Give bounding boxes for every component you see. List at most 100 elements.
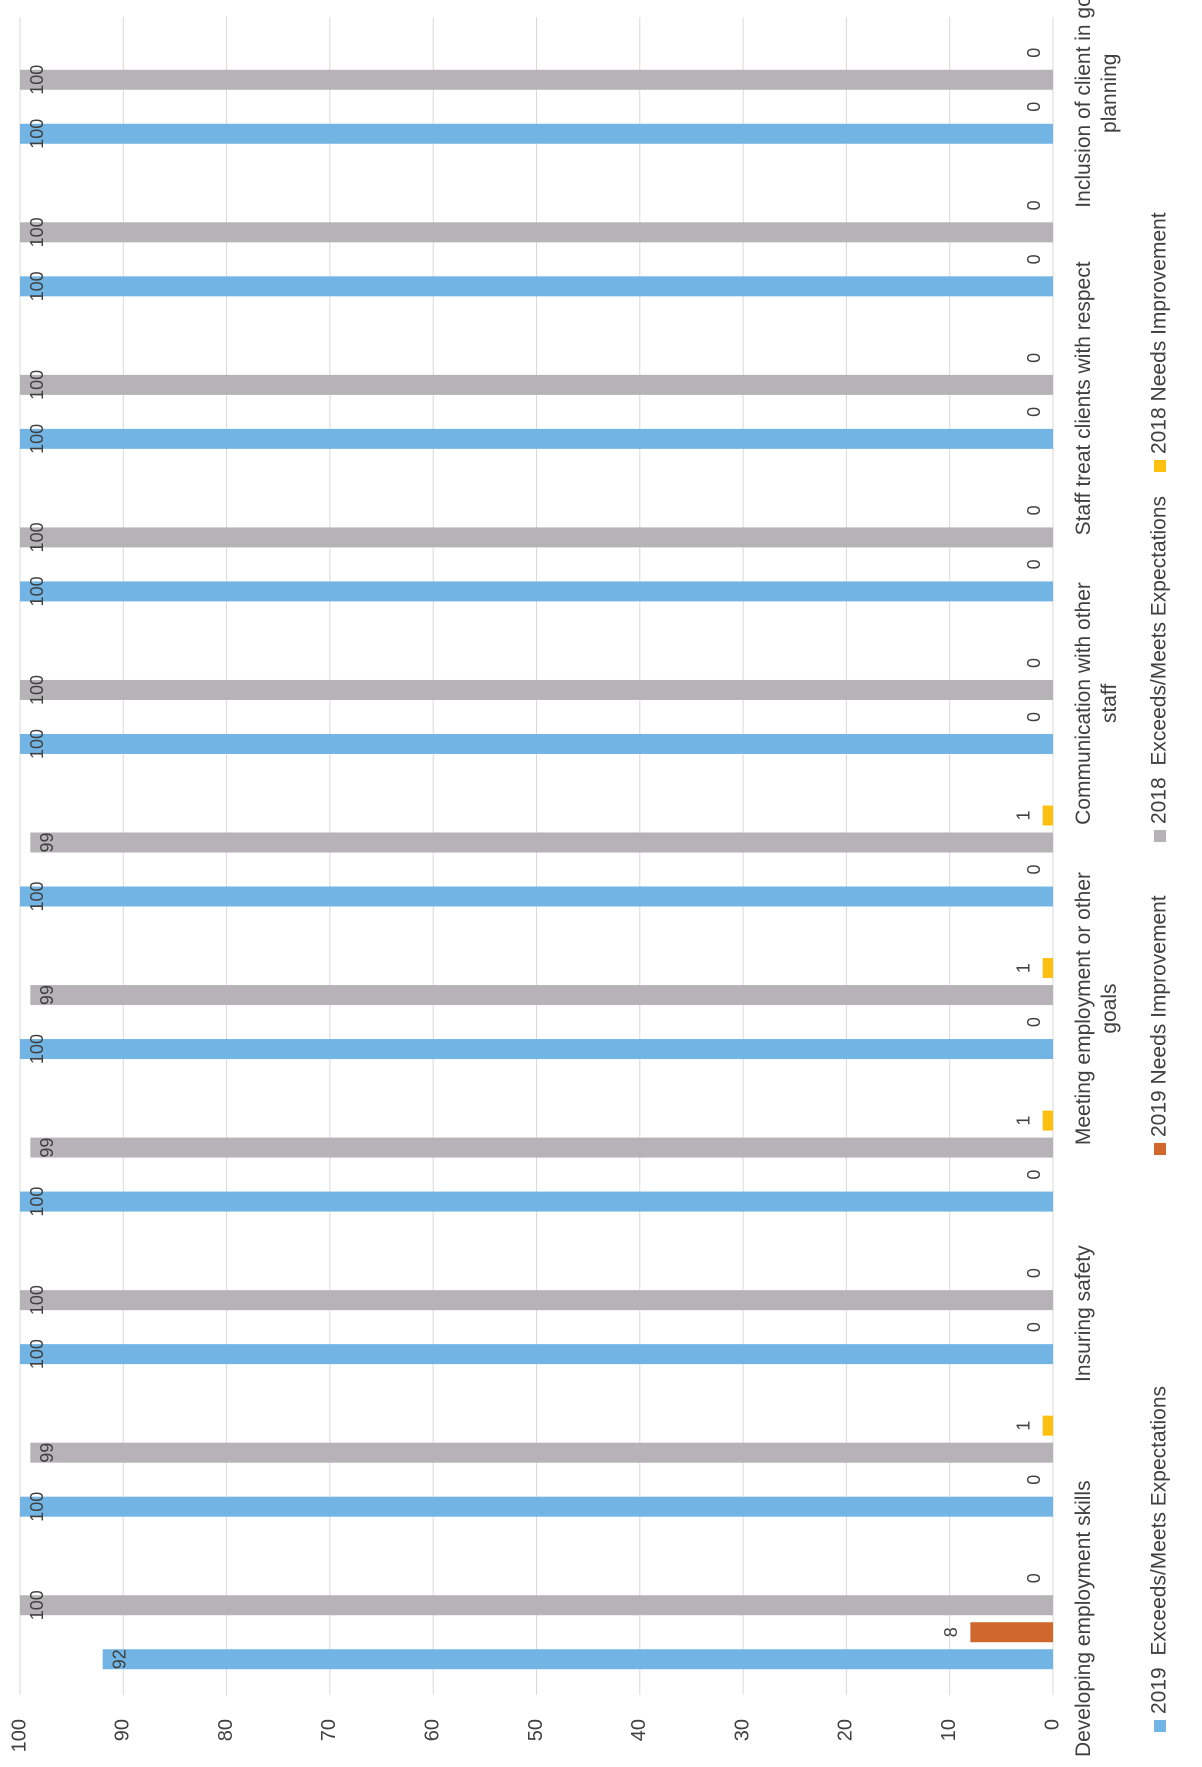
legend-swatch [1154,1143,1166,1155]
value-label: 8 [941,1627,961,1637]
value-label: 0 [1024,559,1044,569]
y-tick-label: 50 [525,1719,547,1741]
x-tick-label-box: Meeting employment or other goals [1072,871,1121,1146]
value-label: 100 [27,424,47,454]
value-label: 0 [1024,658,1044,668]
value-label: 0 [1024,1017,1044,1027]
bar [20,1290,1053,1311]
value-label: 0 [1024,1170,1044,1180]
x-tick-label-box: Developing employment skills [1072,1480,1095,1758]
bar [20,123,1053,144]
value-label: 100 [27,576,47,606]
bar [20,69,1053,90]
value-label: 0 [1024,254,1044,264]
legend-label: 2019 Exceeds/Meets Expectations [1148,1386,1171,1714]
value-label: 0 [1024,712,1044,722]
y-tick-label: 30 [731,1719,753,1741]
value-label: 100 [27,729,47,759]
value-label: 100 [27,217,47,247]
y-tick-label: 70 [318,1719,340,1741]
bar [20,527,1053,548]
value-label: 100 [27,522,47,552]
value-label: 100 [27,1034,47,1064]
y-tick-label: 90 [112,1719,134,1741]
bar [20,1496,1053,1517]
value-label: 100 [27,1590,47,1620]
y-tick-label: 100 [8,1719,30,1752]
value-label: 99 [37,1138,57,1158]
bar [970,1622,1053,1643]
value-label: 100 [27,1339,47,1369]
bar [102,1649,1053,1670]
value-label: 1 [1013,1421,1033,1431]
value-label: 0 [1024,407,1044,417]
value-label: 100 [27,119,47,149]
value-label: 0 [1024,864,1044,874]
y-tick-label: 40 [628,1719,650,1741]
bar [20,276,1053,297]
value-label: 1 [1013,1116,1033,1126]
bar [20,886,1053,907]
legend-label: 2019 Needs Improvement [1148,895,1171,1137]
bar [30,1137,1053,1158]
value-label: 99 [37,985,57,1005]
legend-swatch [1154,830,1166,842]
y-tick-label: 80 [215,1719,237,1741]
y-tick-label: 60 [421,1719,443,1741]
bar [20,1344,1053,1365]
value-label: 1 [1013,810,1033,820]
value-label: 0 [1024,102,1044,112]
x-tick-label-box: Insuring safety [1072,1245,1095,1382]
value-label: 0 [1024,1573,1044,1583]
bar [20,1039,1053,1060]
value-label: 100 [27,1285,47,1315]
x-tick-label: Meeting employment or other goals [1072,871,1121,1146]
x-tick-label: Staff treat clients with respect [1072,261,1095,536]
bar [20,1595,1053,1616]
value-label: 100 [27,65,47,95]
y-tick-label: 20 [835,1719,857,1741]
x-tick-label: Communication with other staff [1072,582,1121,825]
value-label: 100 [27,271,47,301]
x-tick-label-box: Inclusion of client in goal planning [1072,0,1121,208]
x-tick-label: Inclusion of client in goal planning [1072,0,1121,208]
x-tick-label-box: Staff treat clients with respect [1072,261,1095,536]
bar [20,1191,1053,1212]
bar [20,222,1053,243]
value-label: 0 [1024,505,1044,515]
legend-swatch [1154,1720,1166,1732]
y-tick-label: 0 [1041,1719,1063,1730]
value-label: 100 [27,1187,47,1217]
value-label: 0 [1024,1322,1044,1332]
x-tick-label: Insuring safety [1072,1245,1095,1382]
value-label: 100 [27,1492,47,1522]
legend-label: 2018 Needs Improvement [1148,212,1171,454]
y-tick-label: 10 [938,1719,960,1741]
legend-swatch [1154,460,1166,472]
value-label: 0 [1024,200,1044,210]
value-label: 99 [37,1443,57,1463]
value-label: 0 [1024,1475,1044,1485]
bar [20,428,1053,449]
x-tick-label: Developing employment skills [1072,1480,1095,1758]
bar [1042,805,1054,826]
bar [20,679,1053,700]
bar [20,581,1053,602]
legend-label: 2018 Exceeds/Meets Expectations [1148,496,1171,824]
value-label: 0 [1024,48,1044,58]
value-label: 0 [1024,353,1044,363]
value-label: 0 [1024,1268,1044,1278]
value-label: 100 [27,675,47,705]
value-label: 100 [27,881,47,911]
value-label: 92 [109,1649,129,1669]
x-tick-label-box: Communication with other staff [1072,582,1121,825]
value-label: 1 [1013,963,1033,973]
value-label: 100 [27,370,47,400]
bar [1042,958,1054,979]
value-label: 99 [37,832,57,852]
bar [30,1442,1053,1463]
bar [20,733,1053,754]
